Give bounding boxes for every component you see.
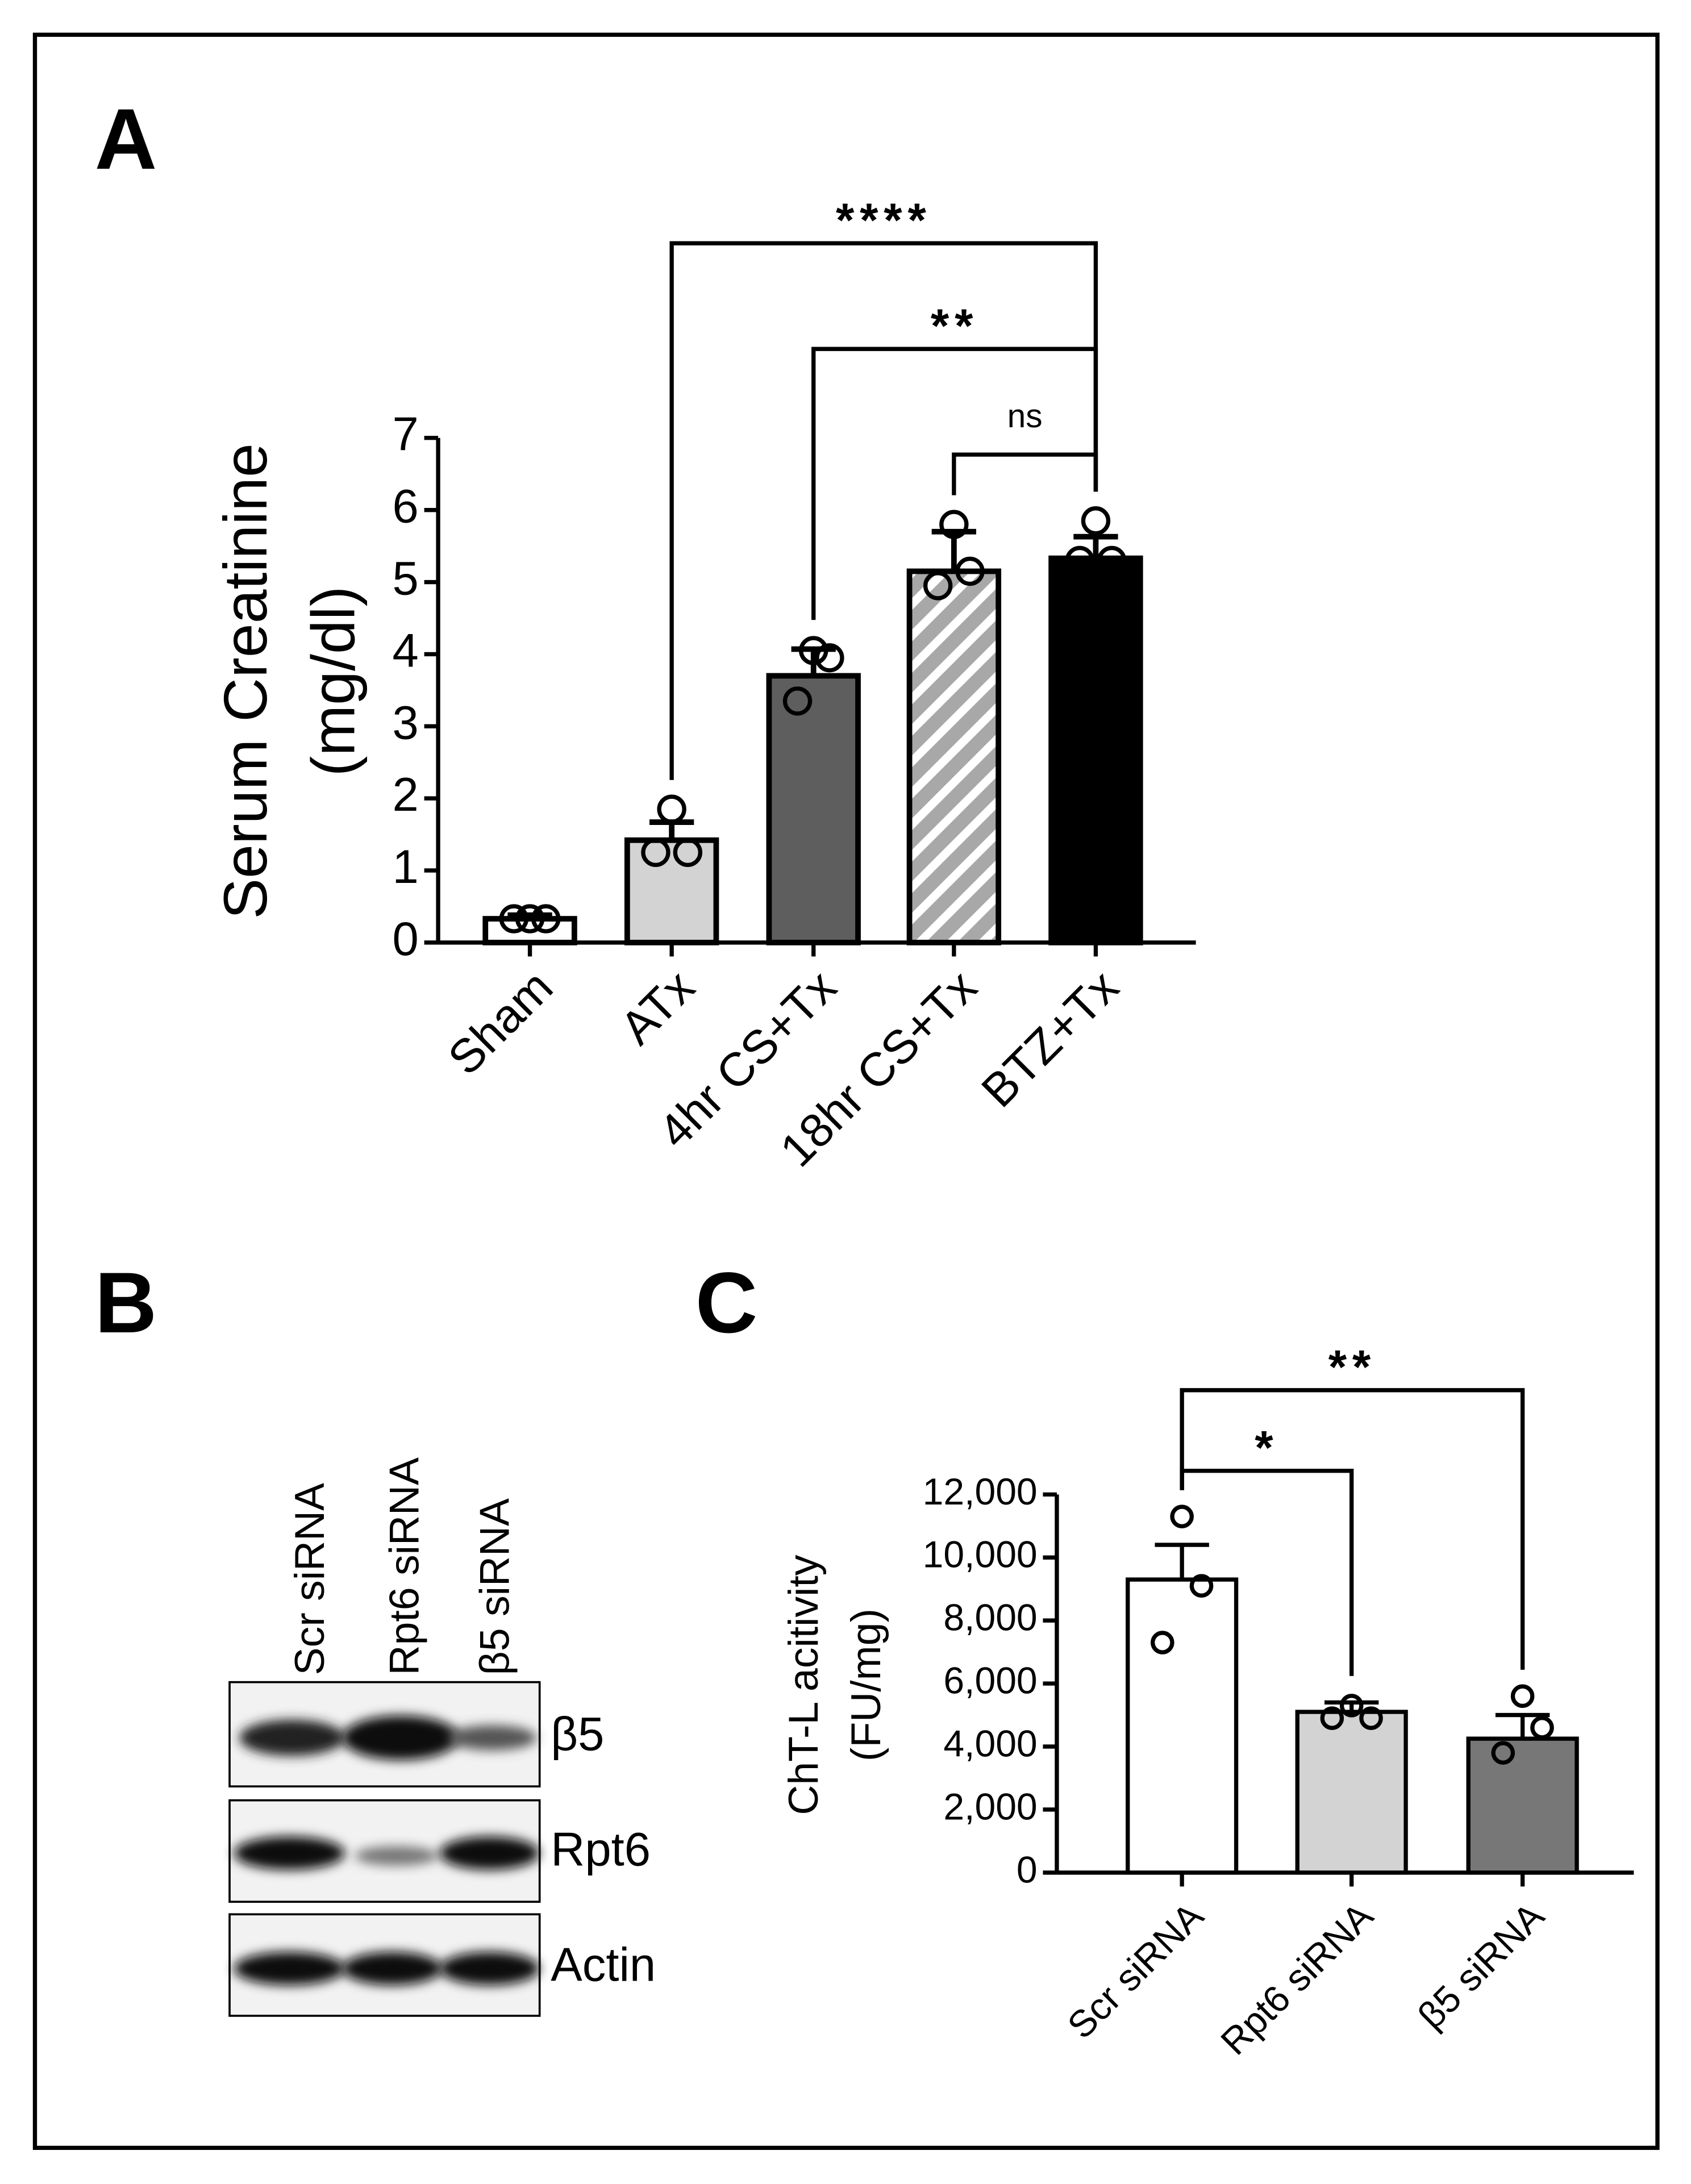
significance-label: ns xyxy=(1007,398,1043,435)
row-label: β5 xyxy=(551,1708,604,1761)
bar xyxy=(766,673,861,945)
y-tick-label: 5 xyxy=(393,552,419,605)
y-tick-label: 2 xyxy=(393,768,419,821)
lane-label: Scr siRNA xyxy=(286,1483,333,1675)
significance-bracket xyxy=(952,452,1098,495)
blot: Scr siRNA Rpt6 siRNA β5 siRNA β5 Rpt6 Ac… xyxy=(228,1457,656,2017)
band xyxy=(439,1952,540,1986)
data-point xyxy=(515,904,545,933)
significance-label: ** xyxy=(931,299,978,352)
data-point xyxy=(923,571,953,601)
y-tick-label: 7 xyxy=(393,408,419,461)
x-tick-label: ATx xyxy=(610,960,705,1055)
bar xyxy=(1126,1577,1239,1875)
data-point xyxy=(1510,1684,1535,1708)
bar xyxy=(906,568,1002,945)
x-tick-label: Sham xyxy=(438,960,563,1085)
bar xyxy=(624,837,719,945)
data-point xyxy=(673,837,703,868)
y-tick-label: 1 xyxy=(393,840,419,893)
y-tick-label: 10,000 xyxy=(923,1533,1038,1576)
data-point xyxy=(1065,545,1094,576)
data-point xyxy=(1530,1715,1554,1740)
significance-bracket xyxy=(669,241,1098,780)
panel-label: B xyxy=(95,1255,157,1351)
data-point xyxy=(641,837,670,868)
y-tick-label: 2,000 xyxy=(943,1785,1037,1827)
y-tick-label: 6,000 xyxy=(943,1660,1037,1702)
row-label: Rpt6 xyxy=(551,1823,651,1876)
y-tick-label: 4 xyxy=(393,624,419,677)
border xyxy=(32,32,1660,2150)
data-point xyxy=(1097,545,1127,576)
x-tick-label: β5 siRNA xyxy=(1410,1894,1552,2036)
bar xyxy=(1466,1736,1579,1875)
data-point xyxy=(1170,1504,1194,1528)
x-tick-label: Rpt6 siRNA xyxy=(1213,1894,1381,2062)
panel-label: A xyxy=(95,91,157,187)
data-point xyxy=(499,904,529,933)
bar xyxy=(1295,1710,1408,1875)
y-tick-label: 3 xyxy=(393,696,419,749)
band xyxy=(234,1836,345,1870)
band xyxy=(239,1719,345,1756)
data-point xyxy=(531,904,561,933)
data-point xyxy=(1491,1741,1515,1765)
data-point xyxy=(815,643,844,673)
y-tick-label: 8,000 xyxy=(943,1597,1037,1639)
y-tick-label: 6 xyxy=(393,480,419,533)
band xyxy=(355,1846,439,1866)
data-point xyxy=(1150,1631,1174,1654)
band xyxy=(342,1952,443,1986)
y-tick-label: 0 xyxy=(1017,1848,1038,1890)
row-label: Actin xyxy=(551,1939,656,1991)
band xyxy=(439,1836,540,1870)
lane-label: Rpt6 siRNA xyxy=(381,1457,428,1675)
data-point xyxy=(1339,1694,1364,1718)
y-axis-label: (mg/dl) xyxy=(299,586,367,776)
y-axis-label: ChT-L acitivity xyxy=(780,1554,827,1815)
data-point xyxy=(1320,1706,1344,1730)
data-point xyxy=(782,686,813,716)
y-tick-label: 4,000 xyxy=(943,1723,1037,1765)
data-point xyxy=(939,510,969,539)
y-tick-label: 0 xyxy=(393,912,419,965)
data-point xyxy=(1359,1706,1383,1730)
data-point xyxy=(1081,506,1111,536)
y-tick-label: 12,000 xyxy=(923,1470,1038,1512)
significance-bracket xyxy=(1180,1388,1525,1670)
x-tick-label: Scr siRNA xyxy=(1059,1894,1211,2047)
band xyxy=(342,1715,459,1760)
panel-label: C xyxy=(695,1255,758,1351)
significance-label: ** xyxy=(1328,1341,1376,1394)
data-point xyxy=(657,794,686,824)
bar xyxy=(1048,555,1143,945)
band xyxy=(234,1952,345,1986)
significance-label: **** xyxy=(836,194,932,247)
lane-label: β5 siRNA xyxy=(472,1498,518,1675)
x-tick-label: BTZ+Tx xyxy=(972,960,1129,1118)
data-point xyxy=(955,556,985,586)
data-point xyxy=(1189,1574,1214,1598)
band xyxy=(448,1725,537,1750)
y-axis-label: Serum Creatinine xyxy=(211,443,280,919)
data-point xyxy=(799,636,828,665)
significance-label: * xyxy=(1255,1421,1278,1474)
y-axis-label: (FU/mg) xyxy=(843,1608,889,1761)
